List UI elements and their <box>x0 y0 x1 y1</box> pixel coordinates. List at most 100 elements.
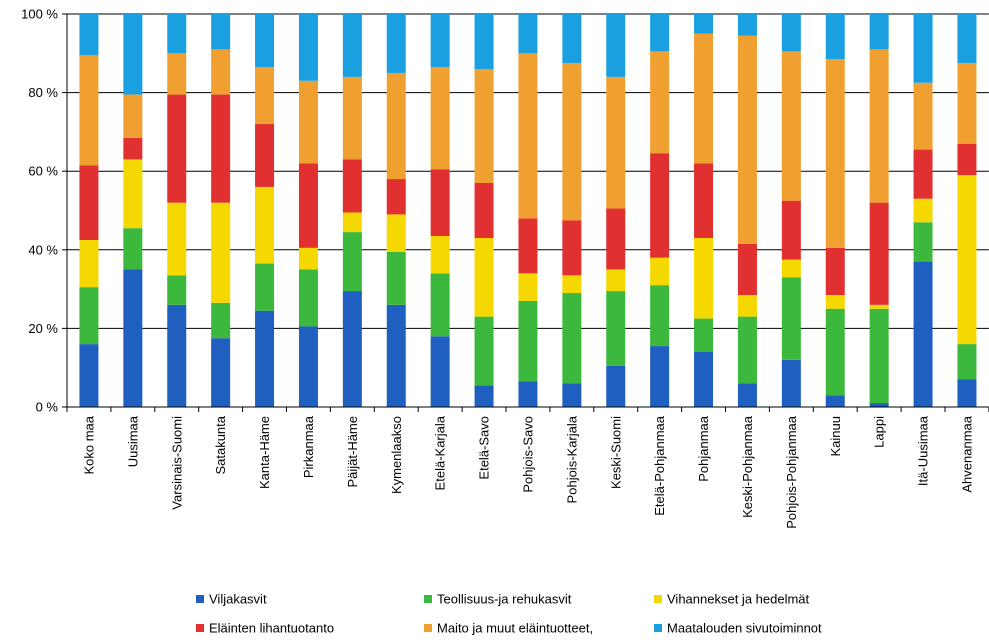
bar-segment <box>255 310 275 407</box>
bar-segment <box>781 14 801 52</box>
legend-swatch <box>654 595 662 603</box>
bar-segment <box>562 14 582 64</box>
bar-segment <box>474 69 494 183</box>
bar-segment <box>737 316 757 384</box>
y-tick-label: 60 % <box>28 164 58 179</box>
bar-segment <box>562 383 582 407</box>
bar-segment <box>606 269 626 292</box>
bar-segment <box>298 80 318 164</box>
bar-segment <box>430 336 450 407</box>
bar-segment <box>913 149 933 199</box>
bar-segment <box>430 236 450 274</box>
bar-segment <box>211 94 231 203</box>
bar-segment <box>825 59 845 248</box>
bar-segment <box>650 14 670 52</box>
bar-segment <box>474 14 494 70</box>
bar-segment <box>781 277 801 360</box>
y-tick-label: 0 % <box>36 400 59 415</box>
x-category-label: Pohjois-Karjala <box>564 415 579 503</box>
bar-segment <box>694 318 714 352</box>
legend-label: Vihannekset ja hedelmät <box>667 592 810 607</box>
bar-segment <box>825 14 845 60</box>
x-category-label: Etelä-Karjala <box>433 415 448 490</box>
bar-segment <box>79 239 99 288</box>
bar-segment <box>123 94 143 138</box>
bar-segment <box>694 163 714 239</box>
legend-item: Teollisuus-ja rehukasvit <box>424 592 572 607</box>
bar-segment <box>606 76 626 209</box>
legend-label: Viljakasvit <box>209 592 267 607</box>
bar-segment <box>737 243 757 295</box>
bar-segment <box>518 14 538 54</box>
bar-segment <box>386 214 406 252</box>
bar-segment <box>781 200 801 260</box>
bar-segment <box>694 351 714 407</box>
bar-segment <box>869 308 889 404</box>
x-category-label: Uusimaa <box>125 415 140 467</box>
bar-segment <box>694 238 714 319</box>
bar-segment <box>342 14 362 77</box>
bar-segment <box>518 273 538 301</box>
bar-segment <box>694 14 714 34</box>
bar-segment <box>606 365 626 407</box>
bar-segment <box>342 212 362 233</box>
legend-item: Maatalouden sivutoiminnot <box>654 621 822 636</box>
bar-segment <box>386 72 406 180</box>
bar-segment <box>474 238 494 317</box>
bar-segment <box>255 67 275 125</box>
x-category-label: Itä-Uusimaa <box>916 415 931 486</box>
bar-segment <box>298 247 318 270</box>
x-category-label: Päijät-Häme <box>345 416 360 488</box>
bar-segment <box>342 159 362 213</box>
x-category-label: Keski-Pohjanmaa <box>740 415 755 518</box>
x-category-label: Satakunta <box>213 415 228 474</box>
legend-swatch <box>654 624 662 632</box>
bar-segment <box>957 175 977 345</box>
bar-segment <box>430 67 450 170</box>
y-tick-label: 80 % <box>28 85 58 100</box>
bar-segment <box>342 232 362 292</box>
legend-label: Maito ja muut eläintuotteet, <box>437 621 593 636</box>
bar-segment <box>518 53 538 219</box>
bar-segment <box>518 218 538 274</box>
bar-segment <box>123 14 143 95</box>
bar-segment <box>255 186 275 264</box>
bar-segment <box>825 308 845 396</box>
bar-segment <box>386 14 406 73</box>
bar-segment <box>211 302 231 339</box>
bar-segment <box>255 263 275 311</box>
x-category-label: Lappi <box>872 416 887 448</box>
bar-segment <box>430 169 450 237</box>
bar-segment <box>650 285 670 347</box>
x-axis-labels: Koko maa Uusimaa Varsinais-Suomi Satakunta K… <box>81 415 974 529</box>
bar-segment <box>79 55 99 166</box>
x-category-label: Kanta-Häme <box>257 416 272 489</box>
bar-segment <box>518 381 538 407</box>
bar-segment <box>650 257 670 286</box>
bar-segment <box>211 202 231 303</box>
x-category-label: Keski-Suomi <box>608 416 623 489</box>
bar-segment <box>957 143 977 176</box>
bar-segment <box>79 287 99 345</box>
axes <box>66 14 989 412</box>
bar-segment <box>167 275 187 305</box>
bar-segment <box>562 63 582 221</box>
bar-segment <box>781 259 801 278</box>
bar-segment <box>957 14 977 64</box>
bar-segment <box>957 63 977 144</box>
x-category-label: Pohjois-Savo <box>520 416 535 493</box>
bar-segment <box>167 14 187 54</box>
bar-segment <box>869 403 889 407</box>
legend-label: Teollisuus-ja rehukasvit <box>437 592 572 607</box>
bar-segment <box>342 76 362 160</box>
bar-segment <box>957 379 977 407</box>
legend-item: Maito ja muut eläintuotteet, <box>424 621 593 636</box>
bar-segment <box>167 94 187 203</box>
bar-segment <box>562 293 582 384</box>
bar-segment <box>123 159 143 229</box>
bar-segment <box>825 395 845 407</box>
bar-segment <box>694 33 714 164</box>
bar-segment <box>869 14 889 50</box>
y-tick-label: 20 % <box>28 321 58 336</box>
bar-segment <box>167 202 187 276</box>
